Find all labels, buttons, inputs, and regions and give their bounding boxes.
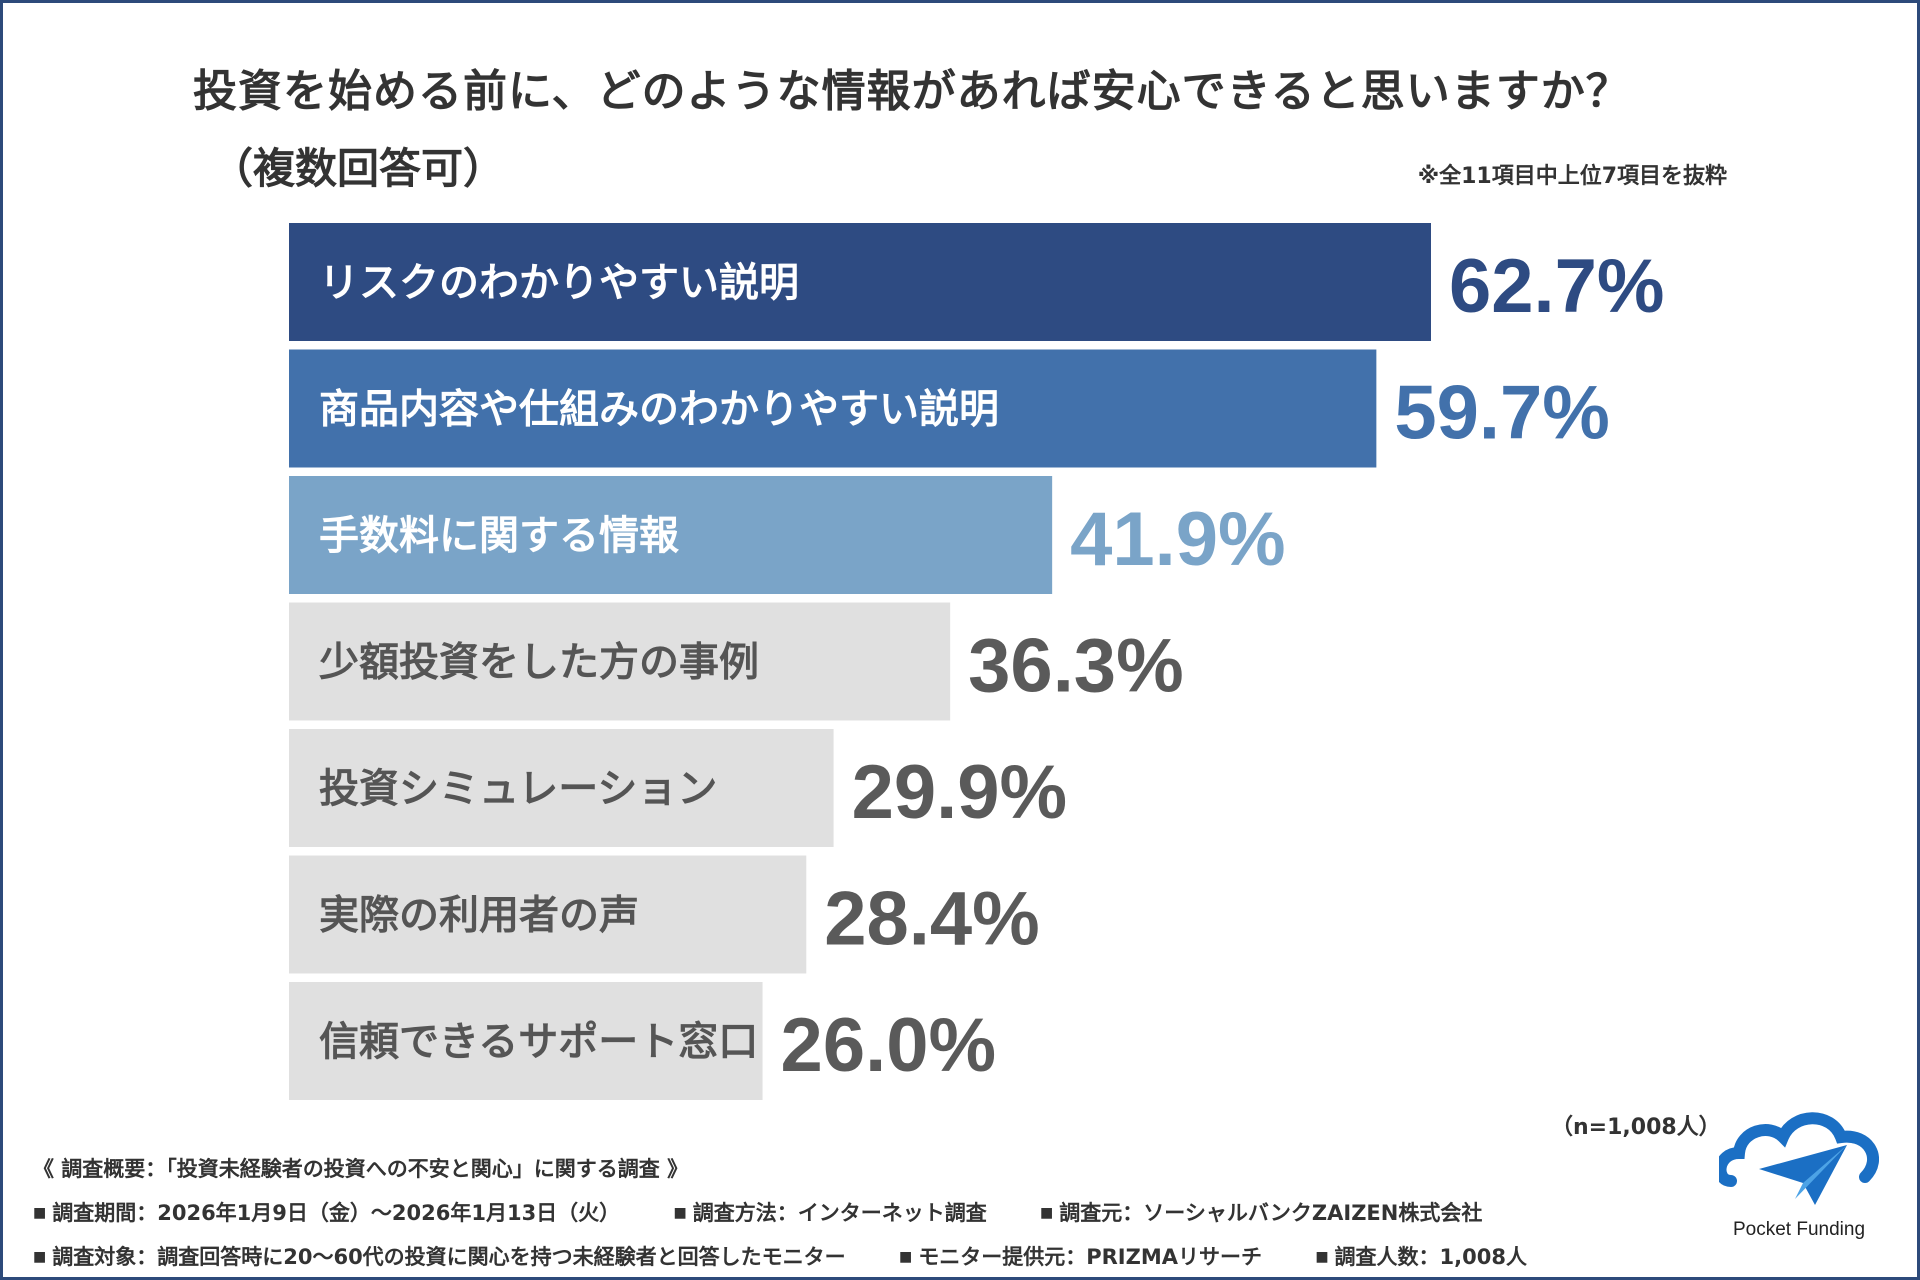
bar-4 bbox=[289, 602, 951, 721]
logo-text: Pocket Funding bbox=[1732, 1219, 1866, 1240]
monitor-provider: ■ モニター提供元：PRIZMAリサーチ bbox=[899, 1245, 1262, 1269]
survey-summary: 《 調査概要：「投資未経験者の投資への不安と関心」に関する調査 》 bbox=[33, 1157, 689, 1181]
survey-count: ■ 調査人数：1,008人 bbox=[1315, 1245, 1527, 1269]
survey-details-row-1: ■ 調査期間：2026年1月9日（金）～2026年1月13日（火） ■ 調査方法：イ… bbox=[33, 1197, 1528, 1227]
survey-target: ■ 調査対象：調査回答時に20～60代の投資に関心を持つ未経験者と回答したモニター bbox=[33, 1245, 846, 1269]
bar-category-label: 実際の利用者の声 bbox=[319, 893, 639, 939]
chart-subtitle: （複数回答可） bbox=[211, 144, 506, 193]
bar-category-label: 手数料に関する情報 bbox=[319, 513, 679, 559]
bar-2 bbox=[289, 349, 1377, 468]
selection-note: ※全11項目中上位7項目を抜粋 bbox=[1417, 164, 1727, 189]
survey-period: ■ 調査期間：2026年1月9日（金）～2026年1月13日（火） bbox=[33, 1201, 621, 1225]
bullet-square-icon: ■ bbox=[673, 1205, 687, 1221]
bar-category-label: 投資シミュレーション bbox=[319, 766, 717, 812]
bar-chart: リスクのわかりやすい説明 62.7% 商品内容や仕組みのわかりやすい説明 59.7% 手… bbox=[289, 223, 1665, 1100]
bullet-square-icon: ■ bbox=[1040, 1205, 1054, 1221]
bar-category-label: 商品内容や仕組みのわかりやすい説明 bbox=[319, 387, 999, 433]
bullet-square-icon: ■ bbox=[33, 1205, 47, 1221]
bar-value-label: 26.0% bbox=[781, 1003, 997, 1088]
survey-source: ■ 調査元：ソーシャルバンクZAIZEN株式会社 bbox=[1040, 1201, 1483, 1225]
survey-details-row-2: ■ 調査対象：調査回答時に20～60代の投資に関心を持つ未経験者と回答したモニター… bbox=[33, 1241, 1573, 1271]
bar-value-label: 29.9% bbox=[852, 750, 1068, 835]
cloud-paper-plane-icon bbox=[1714, 1112, 1880, 1205]
bar-category-label: リスクのわかりやすい説明 bbox=[319, 260, 799, 306]
bullet-square-icon: ■ bbox=[899, 1249, 913, 1265]
bar-value-label: 36.3% bbox=[968, 624, 1184, 709]
bar-6 bbox=[289, 855, 807, 974]
pocket-funding-logo: Pocket Funding bbox=[1714, 1103, 1880, 1253]
bar-7 bbox=[289, 982, 763, 1100]
bar-category-label: 少額投資をした方の事例 bbox=[319, 640, 759, 686]
bar-value-label: 28.4% bbox=[824, 877, 1040, 962]
survey-method: ■ 調査方法：インターネット調査 bbox=[673, 1201, 987, 1225]
bar-3 bbox=[289, 476, 1053, 594]
bullet-square-icon: ■ bbox=[1315, 1249, 1329, 1265]
bar-value-label: 41.9% bbox=[1070, 497, 1286, 582]
bar-category-label: 信頼できるサポート窓口 bbox=[319, 1019, 758, 1065]
bar-value-label: 62.7% bbox=[1449, 244, 1665, 329]
bar-value-label: 59.7% bbox=[1394, 371, 1610, 456]
sample-size-label: （n=1,008人） bbox=[1551, 1115, 1721, 1140]
bar-5 bbox=[289, 729, 834, 847]
bar-1 bbox=[289, 223, 1431, 341]
chart-title: 投資を始める前に、どのような情報があれば安心できると思いますか？ bbox=[193, 66, 1631, 117]
bullet-square-icon: ■ bbox=[33, 1249, 47, 1265]
